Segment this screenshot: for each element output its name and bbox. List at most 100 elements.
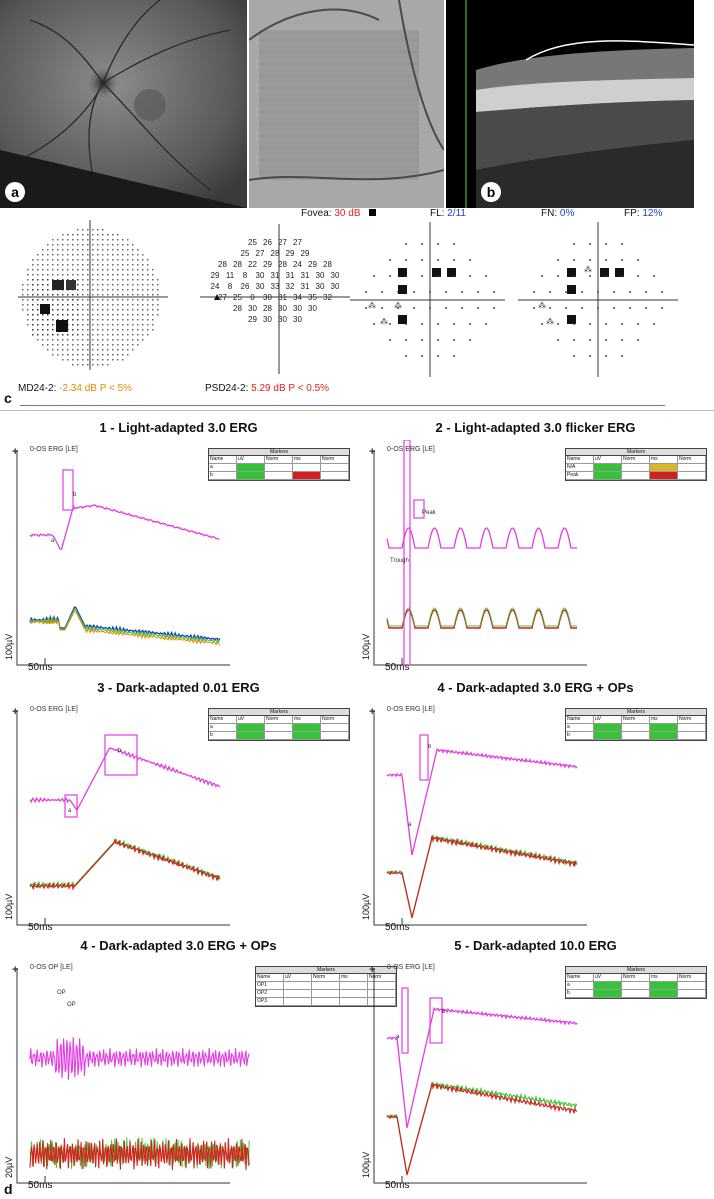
vf-normal-point xyxy=(421,275,423,277)
grayscale-dot xyxy=(92,284,94,286)
grayscale-dot xyxy=(77,239,79,241)
grayscale-dot xyxy=(107,304,109,306)
grayscale-dot xyxy=(77,329,79,331)
erg-waveform-plot: Peak Trough xyxy=(373,440,587,666)
markers-cell xyxy=(293,724,321,731)
vf-normal-point xyxy=(421,323,423,325)
vf-total-deviation: ⁂ ⁂ ⁂ xyxy=(350,222,505,377)
grayscale-dot xyxy=(52,299,54,301)
grayscale-dot xyxy=(62,344,64,346)
grayscale-dot xyxy=(112,329,114,331)
vf-normal-point xyxy=(589,355,591,357)
grayscale-dot xyxy=(92,279,94,281)
vf-normal-point xyxy=(573,259,575,261)
erg-trace-green xyxy=(386,607,577,627)
grayscale-dot xyxy=(32,269,34,271)
vf-normal-point xyxy=(405,339,407,341)
grayscale-dot xyxy=(152,299,154,301)
vf-normal-point xyxy=(637,259,639,261)
markers-cell: b xyxy=(566,990,594,997)
grayscale-dot xyxy=(142,299,144,301)
grayscale-dot xyxy=(97,309,99,311)
vf-normal-point xyxy=(661,291,663,293)
grayscale-dot xyxy=(102,339,104,341)
grayscale-dot xyxy=(77,324,79,326)
grayscale-dot xyxy=(137,269,139,271)
grayscale-dot xyxy=(62,319,64,321)
grayscale-dot xyxy=(107,329,109,331)
markers-cell xyxy=(594,732,622,739)
markers-cell: OP3 xyxy=(256,998,284,1005)
grayscale-dot xyxy=(72,314,74,316)
threshold-row: 25 26 27 27 xyxy=(200,238,350,249)
grayscale-dot xyxy=(152,284,154,286)
threshold-value: 30 xyxy=(293,315,302,324)
markers-table-header: Name uV Norm ms Norm xyxy=(566,456,706,464)
grayscale-dot xyxy=(27,294,29,296)
grayscale-dot xyxy=(27,269,29,271)
grayscale-dot xyxy=(82,264,84,266)
grayscale-dot xyxy=(52,329,54,331)
grayscale-dot xyxy=(37,314,39,316)
markers-col-header: ms xyxy=(340,974,368,981)
grayscale-dot xyxy=(112,304,114,306)
grayscale-dot xyxy=(92,289,94,291)
grayscale-dot xyxy=(47,314,49,316)
vf-false-negative: FN: 0% xyxy=(541,208,575,219)
grayscale-dot xyxy=(87,234,89,236)
grayscale-dot xyxy=(57,344,59,346)
grayscale-dot xyxy=(47,299,49,301)
grayscale-dot xyxy=(62,359,64,361)
threshold-value: 31 xyxy=(285,271,295,280)
grayscale-dot xyxy=(32,294,34,296)
grayscale-dot xyxy=(102,319,104,321)
markers-cell xyxy=(284,998,312,1005)
grayscale-dot xyxy=(112,234,114,236)
section-divider-gray xyxy=(0,410,714,411)
grayscale-dot xyxy=(52,309,54,311)
grayscale-dot xyxy=(92,359,94,361)
markers-col-header: ms xyxy=(650,716,678,723)
grayscale-dot xyxy=(97,274,99,276)
vf-normal-point xyxy=(461,291,463,293)
grayscale-dot xyxy=(57,334,59,336)
grayscale-dot xyxy=(82,339,84,341)
grayscale-dot xyxy=(132,259,134,261)
grayscale-dot xyxy=(62,309,64,311)
grayscale-dot xyxy=(87,294,89,296)
vf-normal-point xyxy=(493,291,495,293)
markers-cell xyxy=(237,464,265,471)
erg-axis xyxy=(16,968,230,1184)
grayscale-dot xyxy=(62,244,64,246)
grayscale-dot xyxy=(142,294,144,296)
grayscale-dot xyxy=(142,274,144,276)
grayscale-dot xyxy=(132,274,134,276)
grayscale-dot xyxy=(107,334,109,336)
markers-table-title: Markers xyxy=(566,709,706,716)
vf-normal-point xyxy=(573,323,575,325)
grayscale-dot xyxy=(97,269,99,271)
vf-normal-point xyxy=(397,291,399,293)
grayscale-dot xyxy=(132,329,134,331)
grayscale-dot xyxy=(42,334,44,336)
grayscale-dot xyxy=(97,349,99,351)
vf-normal-point xyxy=(477,291,479,293)
grayscale-dot xyxy=(107,264,109,266)
section-divider xyxy=(20,405,665,406)
grayscale-dot xyxy=(122,289,124,291)
markers-cell: Peak xyxy=(566,472,594,479)
markers-cell: N/A xyxy=(566,464,594,471)
grayscale-dot xyxy=(112,289,114,291)
erg-trace-header: 0-OS ERG [LE] xyxy=(387,964,435,971)
markers-table-header: Name uV Norm ms Norm xyxy=(209,456,349,464)
grayscale-dot xyxy=(97,284,99,286)
vf-normal-point xyxy=(405,323,407,325)
grayscale-dot xyxy=(122,279,124,281)
grayscale-dot xyxy=(122,259,124,261)
grayscale-dot xyxy=(82,254,84,256)
grayscale-dot xyxy=(147,319,149,321)
grayscale-dot xyxy=(42,324,44,326)
markers-col-header: Name xyxy=(566,974,594,981)
markers-cell: OP1 xyxy=(256,982,284,989)
grayscale-dot xyxy=(67,299,69,301)
